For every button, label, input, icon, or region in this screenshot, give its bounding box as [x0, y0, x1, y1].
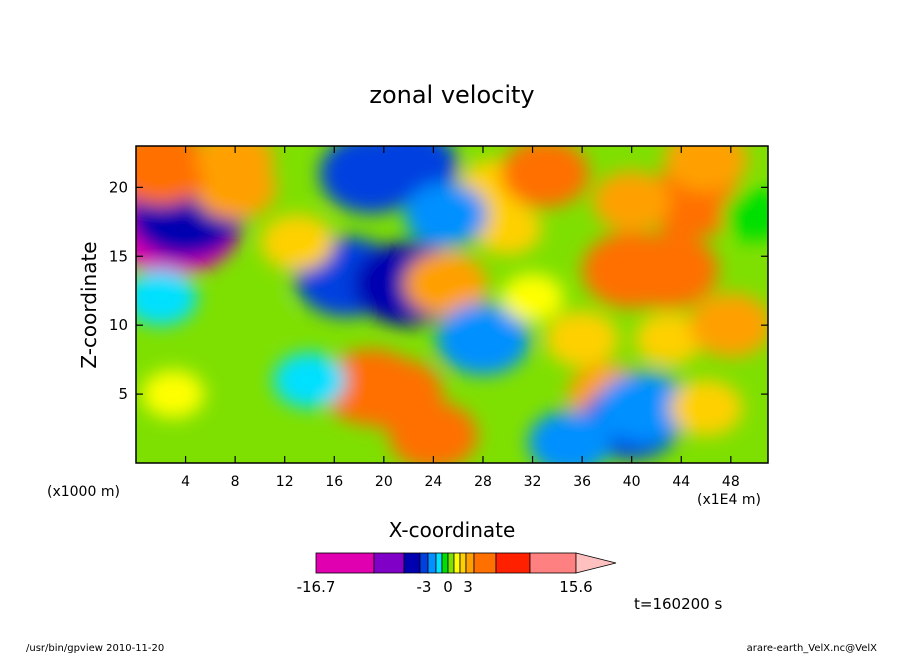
- colorbar-tick-label: 3: [463, 578, 473, 596]
- x-tick-label: 32: [524, 474, 542, 490]
- plot-frame: [135, 145, 769, 464]
- field-feature: [389, 401, 478, 463]
- colorbar-segment: [435, 552, 443, 574]
- colorbar-segment: [441, 552, 449, 574]
- colorbar-tick-label: -16.7: [297, 578, 336, 596]
- x-tick-label: 8: [231, 474, 240, 490]
- colorbar-segment: [529, 552, 577, 574]
- colorbar-tick-label: -3: [417, 578, 432, 596]
- x-tick-label: 40: [623, 474, 641, 490]
- colorbar: [315, 552, 617, 574]
- field-feature: [669, 379, 743, 436]
- x-unit-left: (x1000 m): [47, 484, 120, 500]
- colorbar-tick-label: 0: [443, 578, 453, 596]
- colorbar-ticks: -16.7 -3 0 3 15.6: [297, 578, 593, 596]
- field-feature: [273, 352, 346, 409]
- y-tick-label: 20: [109, 178, 128, 196]
- x-tick-label: 24: [424, 474, 442, 490]
- y-tick-label: 10: [109, 316, 128, 334]
- colorbar-segment: [419, 552, 429, 574]
- chart-title: zonal velocity: [369, 81, 534, 109]
- x-tick-label: 20: [375, 474, 393, 490]
- field-feature: [260, 214, 334, 271]
- footer-left: /usr/bin/gpview 2010-11-20: [26, 643, 164, 654]
- x-axis-label: X-coordinate: [389, 518, 516, 542]
- field-feature: [528, 410, 612, 463]
- x-unit-right: (x1E4 m): [697, 492, 761, 508]
- x-tick-label: 16: [325, 474, 343, 490]
- field-feature: [619, 232, 719, 309]
- x-tick-label: 36: [573, 474, 591, 490]
- field-feature: [196, 146, 275, 190]
- field-feature: [721, 188, 768, 241]
- colorbar-segment: [453, 552, 461, 574]
- field-feature: [136, 269, 198, 326]
- y-tick-label: 5: [118, 385, 128, 403]
- colorbar-segment: [373, 552, 405, 574]
- field-feature: [664, 146, 748, 192]
- field-feature: [501, 273, 564, 322]
- contour-field: [136, 146, 768, 463]
- field-feature: [233, 291, 286, 332]
- x-tick-label: 44: [672, 474, 690, 490]
- time-label: t=160200 s: [634, 595, 722, 613]
- field-feature: [322, 349, 421, 426]
- colorbar-segment: [459, 552, 467, 574]
- x-tick-label: 4: [181, 474, 190, 490]
- colorbar-tick-label: 15.6: [559, 578, 592, 596]
- field-feature: [141, 370, 205, 419]
- field-feature: [689, 293, 768, 358]
- field-feature: [545, 310, 619, 367]
- colorbar-segment: [473, 552, 497, 574]
- colorbar-segment: [315, 552, 375, 574]
- x-axis: 4 8 12 16 20 24 28 32 36 40 44 48: [181, 146, 740, 490]
- field-feature: [404, 182, 488, 247]
- colorbar-segment: [403, 552, 421, 574]
- field-feature: [436, 302, 530, 375]
- colorbar-segment: [447, 552, 455, 574]
- y-tick-label: 15: [109, 247, 128, 265]
- footer-right: arare-earth_VelX.nc@VelX: [747, 643, 878, 654]
- field-feature: [136, 146, 211, 205]
- field-feature: [635, 312, 703, 365]
- x-tick-label: 28: [474, 474, 492, 490]
- field-feature: [500, 146, 590, 208]
- y-axis: 5 10 15 20: [109, 178, 768, 403]
- field-feature: [473, 202, 542, 255]
- x-tick-label: 48: [722, 474, 740, 490]
- colorbar-extend-arrow: [575, 552, 617, 574]
- field-feature: [597, 371, 691, 444]
- colorbar-segment: [427, 552, 437, 574]
- field-feature: [592, 171, 671, 232]
- x-tick-label: 12: [276, 474, 294, 490]
- y-axis-label: Z-coordinate: [77, 241, 101, 368]
- colorbar-segment: [495, 552, 531, 574]
- field-feature: [404, 251, 488, 316]
- colorbar-segment: [465, 552, 475, 574]
- plot-area: [136, 146, 768, 463]
